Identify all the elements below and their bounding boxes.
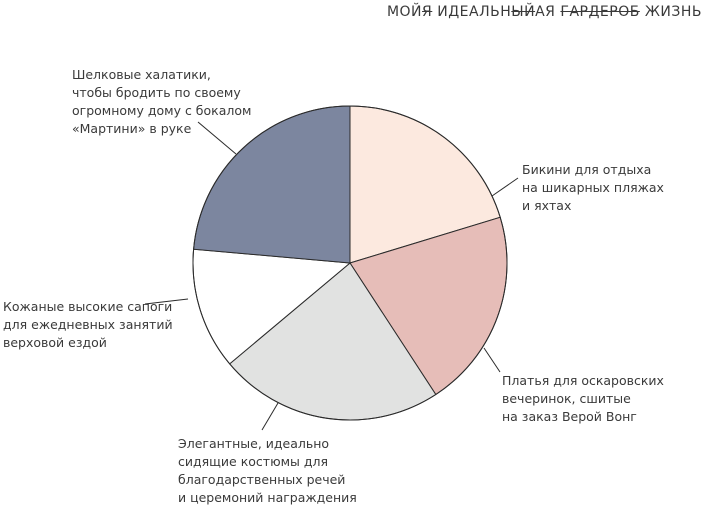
title-strike-wardrobe: ГАРДЕРОБ	[560, 4, 640, 20]
title-word-life: ЖИЗНЬ	[644, 4, 702, 20]
leader-line-5	[197, 121, 237, 155]
leader-line-2	[483, 347, 501, 373]
chart-title: МОЙЯ ИДЕАЛЬНЫЙАЯ ГАРДЕРОБ ЖИЗНЬ	[387, 4, 702, 20]
slice-label-5: Шелковые халатики, чтобы бродить по свое…	[72, 67, 252, 136]
title-strike-ending: ЫЙ	[511, 4, 536, 20]
title-ending: АЯ	[535, 4, 556, 20]
title-word-my: МОЙ	[386, 4, 423, 20]
title-strike-letter: Я	[422, 4, 433, 20]
slice-label-1: Бикини для отдыха на шикарных пляжах и я…	[522, 162, 664, 213]
leader-line-3	[261, 402, 279, 431]
title-word-ideal: ИДЕАЛЬН	[437, 4, 512, 20]
leader-line-1	[491, 177, 519, 197]
slice-label-3: Элегантные, идеально сидящие костюмы для…	[178, 436, 357, 505]
pie-outline	[192, 105, 508, 421]
slice-label-4: Кожаные высокие сапоги для ежедневных за…	[3, 299, 173, 350]
slice-label-2: Платья для оскаровских вечеринок, сшитые…	[502, 373, 664, 424]
leader-line-4	[144, 298, 189, 305]
